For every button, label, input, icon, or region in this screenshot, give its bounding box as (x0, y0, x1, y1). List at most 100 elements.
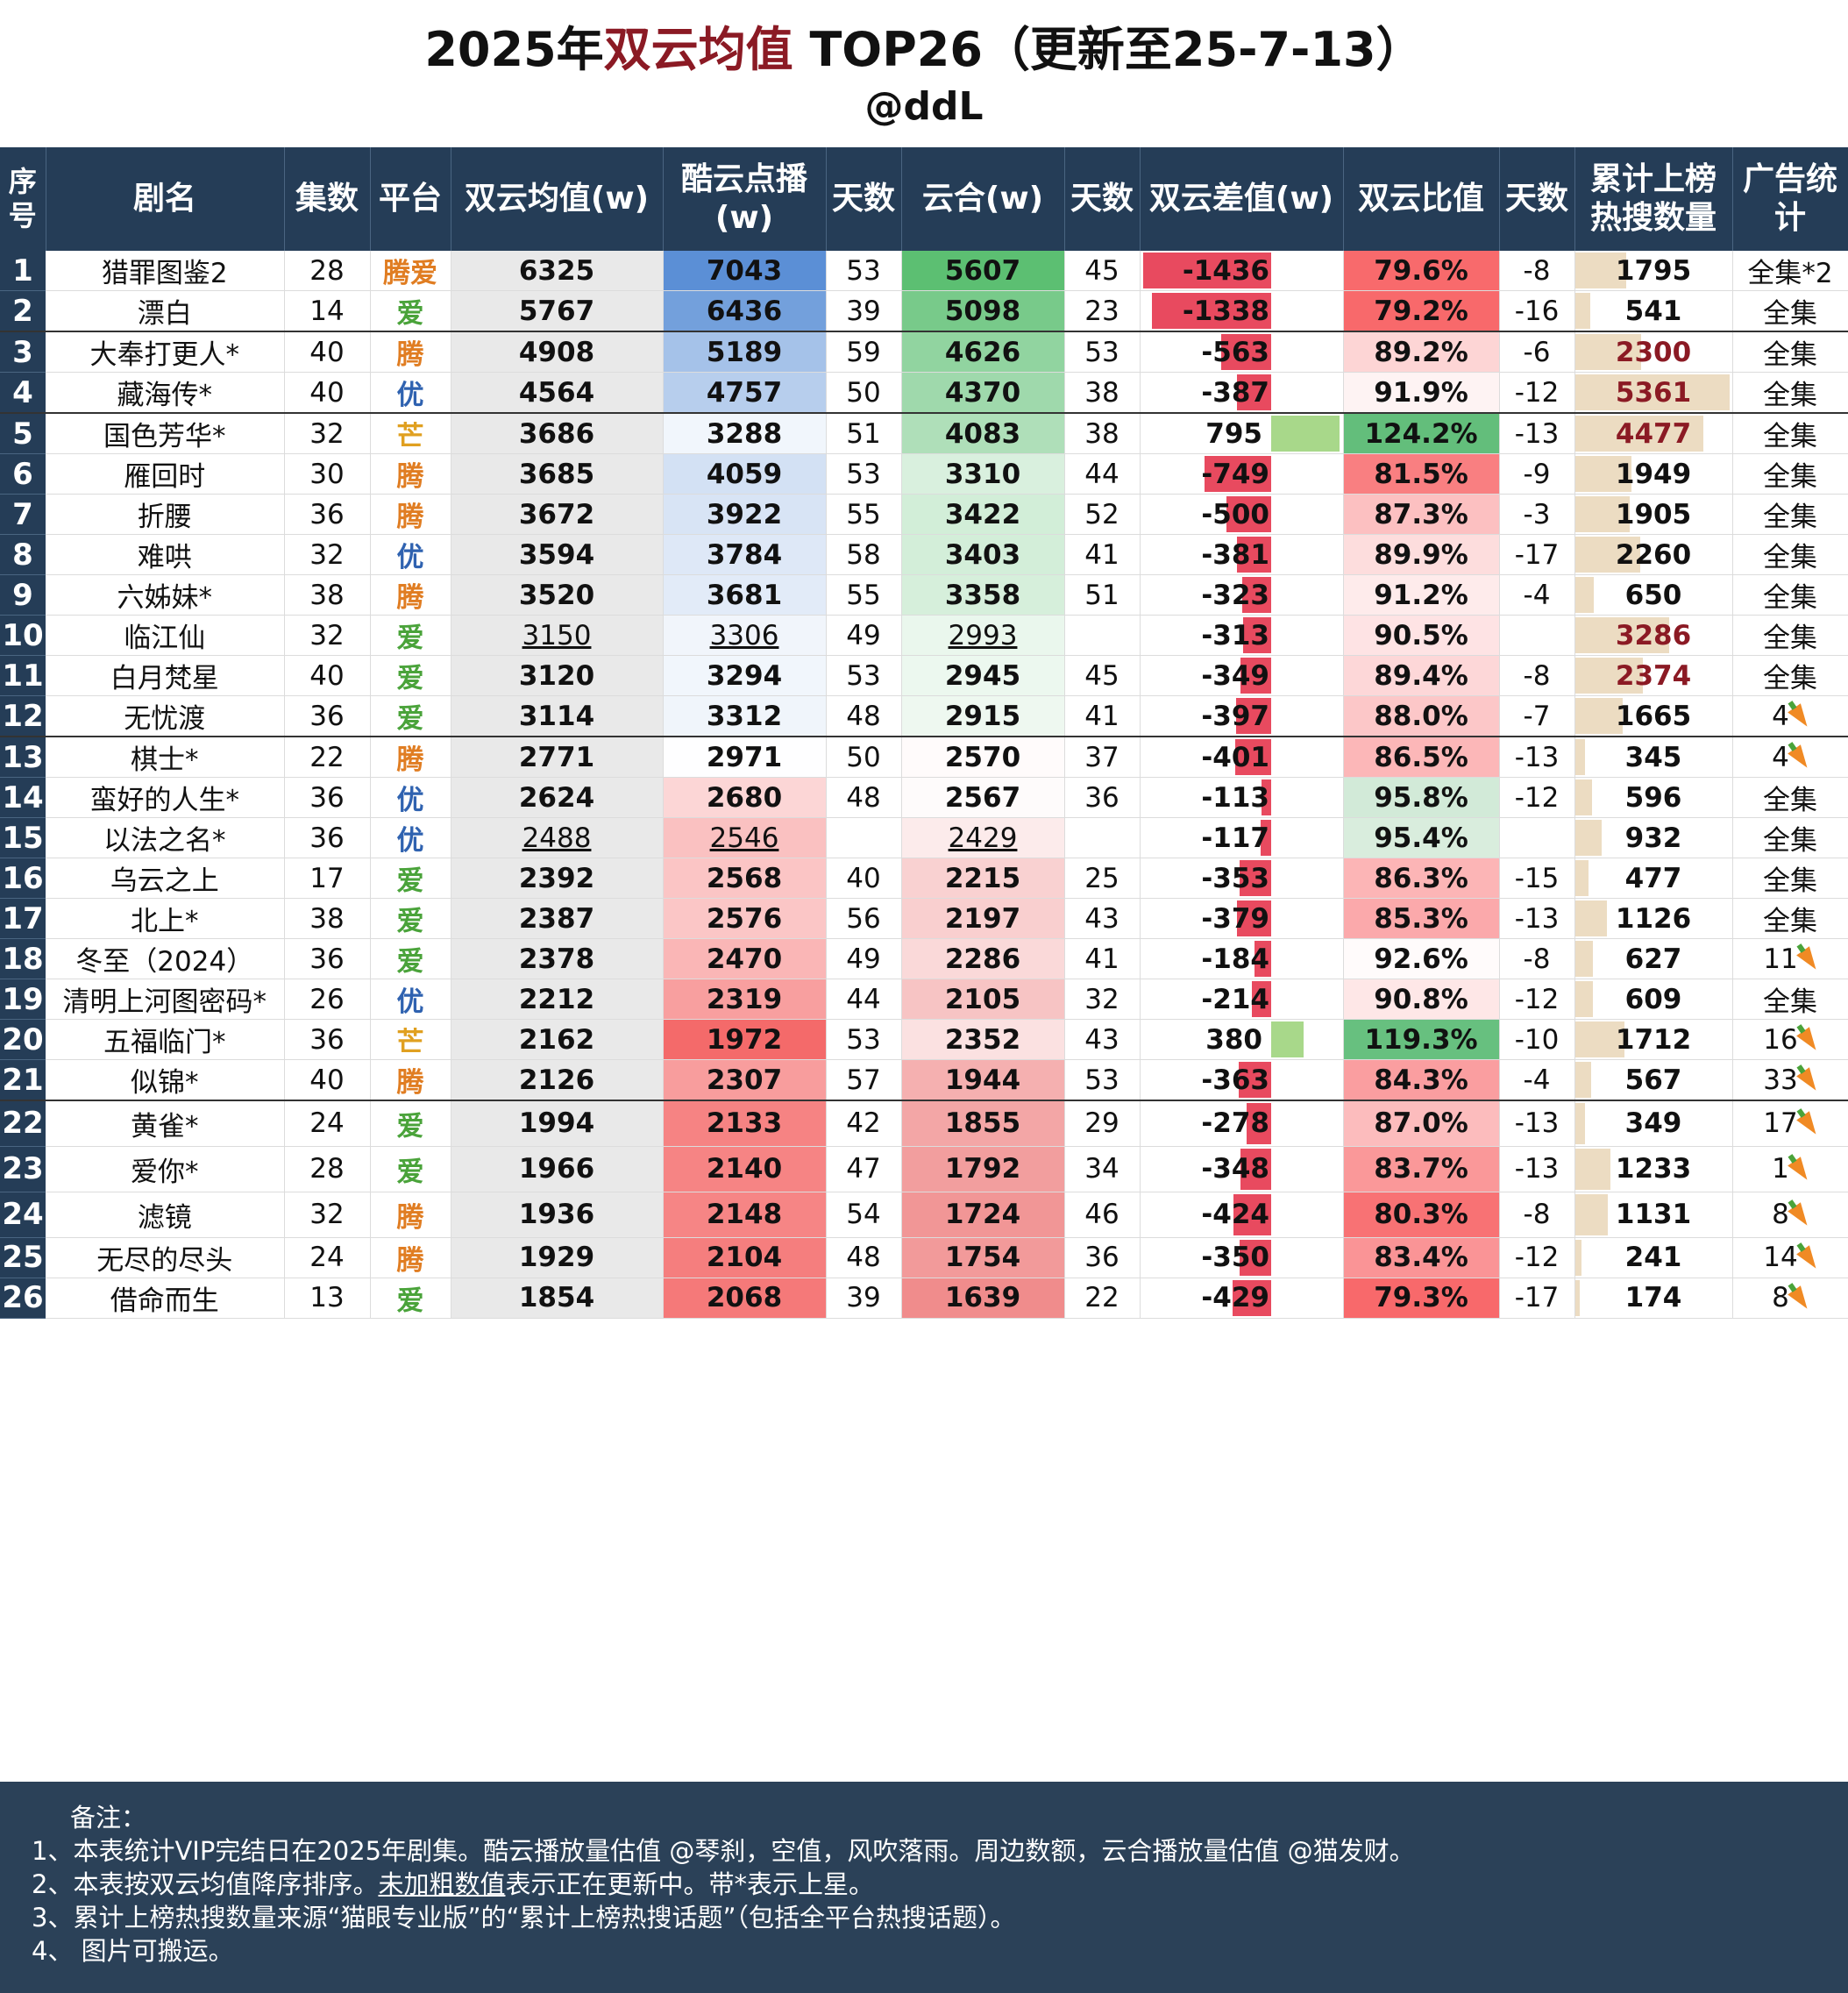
platform-label: 腾 (396, 582, 424, 614)
cell-ky-days: 48 (826, 695, 902, 737)
platform-label: 爱 (396, 663, 424, 694)
kuyun-value: 3288 (706, 417, 783, 450)
cell-ky: 1972 (663, 1019, 827, 1060)
title-prefix: 2025年 (424, 22, 604, 77)
drama-name: 大奉打更人* (89, 339, 240, 371)
diff-value: -1338 (1182, 295, 1269, 327)
cell-hot: 2260 (1574, 534, 1733, 575)
cell-ad: 1 (1732, 1146, 1848, 1192)
kuyun-value: 2104 (706, 1242, 783, 1273)
cell-name: 北上* (46, 898, 285, 939)
cell-name: 大奉打更人* (46, 331, 285, 373)
cell-name: 以法之名* (46, 817, 285, 858)
avg-value: 3685 (518, 458, 595, 490)
diff-bar-negative (1261, 779, 1271, 815)
yunhe-days: 36 (1084, 1242, 1119, 1273)
cell-eps: 32 (284, 615, 371, 656)
cell-platform: 爱 (370, 1146, 451, 1192)
yunhe-days: 41 (1084, 943, 1119, 975)
cell-platform: 爱 (370, 938, 451, 979)
cell-ky: 2148 (663, 1192, 827, 1238)
cell-diff-pos (1271, 494, 1344, 535)
header-yh: 云合(w) (901, 147, 1065, 251)
cell-platform: 腾 (370, 494, 451, 535)
cell-yh-days: 37 (1064, 736, 1141, 778)
cell-avg: 5767 (451, 290, 664, 332)
cell-ad: 14 (1732, 1237, 1848, 1278)
cell-idx: 14 (0, 777, 46, 818)
kuyun-value: 2319 (706, 983, 783, 1015)
cell-ratio: 89.4% (1343, 655, 1500, 696)
cell-diff-neg: -214 (1140, 979, 1271, 1020)
cell-ad: 全集 (1732, 372, 1848, 414)
cell-ratio: 89.9% (1343, 534, 1500, 575)
platform-label: 腾 (396, 339, 424, 371)
platform-label: 腾 (396, 744, 424, 776)
cell-ratio-days: -12 (1499, 372, 1575, 414)
yunhe-days: 34 (1084, 1153, 1119, 1185)
cell-platform: 腾 (370, 331, 451, 373)
cell-idx: 12 (0, 695, 46, 737)
cell-ky: 2568 (663, 858, 827, 899)
ad-count: 1 (1772, 1153, 1789, 1185)
diff-value: -500 (1201, 498, 1269, 530)
ratio-value: 85.3% (1374, 902, 1468, 935)
episode-count: 26 (309, 983, 345, 1015)
ad-count: 11 (1763, 943, 1798, 975)
cell-ad: 8 (1732, 1278, 1848, 1319)
diff-value: -401 (1201, 741, 1269, 773)
row-index: 2 (12, 293, 33, 329)
cell-ky-days: 57 (826, 1059, 902, 1101)
table-row: 21 似锦* 40 腾 2126 2307 57 1944 53 -363 84.3% -4 567 33 (0, 1059, 1848, 1101)
ratio-value: 86.5% (1374, 741, 1468, 773)
cell-ky: 4757 (663, 372, 827, 414)
cell-name: 折腰 (46, 494, 285, 535)
cell-yh-days: 25 (1064, 858, 1141, 899)
drama-name: 以法之名* (103, 825, 226, 857)
ad-count: 全集 (1763, 663, 1818, 694)
ratio-days: -16 (1514, 295, 1560, 327)
hot-search-count: 1233 (1615, 1153, 1692, 1185)
cell-yh: 2915 (901, 695, 1065, 737)
yunhe-value: 2945 (944, 659, 1021, 692)
yunhe-value: 1724 (944, 1199, 1021, 1230)
ratio-value: 124.2% (1364, 417, 1478, 450)
cell-hot: 932 (1574, 817, 1733, 858)
cell-diff-pos (1271, 290, 1344, 332)
cell-eps: 38 (284, 898, 371, 939)
yunhe-days: 32 (1084, 983, 1119, 1015)
notes-line2-b: 表示正在更新中。带*表示上星。 (505, 1869, 874, 1899)
hot-bar (1574, 416, 1704, 452)
cell-ky: 2140 (663, 1146, 827, 1192)
platform-label: 腾 (396, 1067, 424, 1099)
row-index: 24 (2, 1197, 44, 1232)
cell-idx: 17 (0, 898, 46, 939)
cell-yh: 1639 (901, 1278, 1065, 1319)
cell-name: 无忧渡 (46, 695, 285, 737)
hot-search-count: 241 (1624, 1242, 1682, 1273)
episode-count: 36 (309, 943, 345, 975)
kuyun-days: 40 (846, 862, 881, 894)
cell-ad: 4 (1732, 736, 1848, 778)
kuyun-days: 44 (846, 983, 881, 1015)
episode-count: 24 (309, 1242, 345, 1273)
cell-yh-days: 43 (1064, 1019, 1141, 1060)
hot-bar (1574, 374, 1730, 410)
diff-bar-negative (1233, 1193, 1271, 1235)
ratio-days: -12 (1514, 781, 1560, 814)
cell-avg: 3150 (451, 615, 664, 656)
cell-ky-days: 51 (826, 412, 902, 454)
ratio-days: -4 (1523, 579, 1551, 611)
cell-yh: 2286 (901, 938, 1065, 979)
diff-value: -749 (1201, 458, 1269, 490)
cell-yh-days: 38 (1064, 372, 1141, 414)
cell-ratio-days: -12 (1499, 979, 1575, 1020)
yunhe-value: 1855 (944, 1107, 1021, 1140)
episode-count: 32 (309, 619, 345, 651)
cell-yh: 3422 (901, 494, 1065, 535)
kuyun-days: 53 (846, 1023, 881, 1056)
cell-eps: 36 (284, 695, 371, 737)
cell-hot: 4477 (1574, 412, 1733, 454)
kuyun-days: 53 (846, 254, 881, 287)
cell-ad: 全集 (1732, 574, 1848, 616)
